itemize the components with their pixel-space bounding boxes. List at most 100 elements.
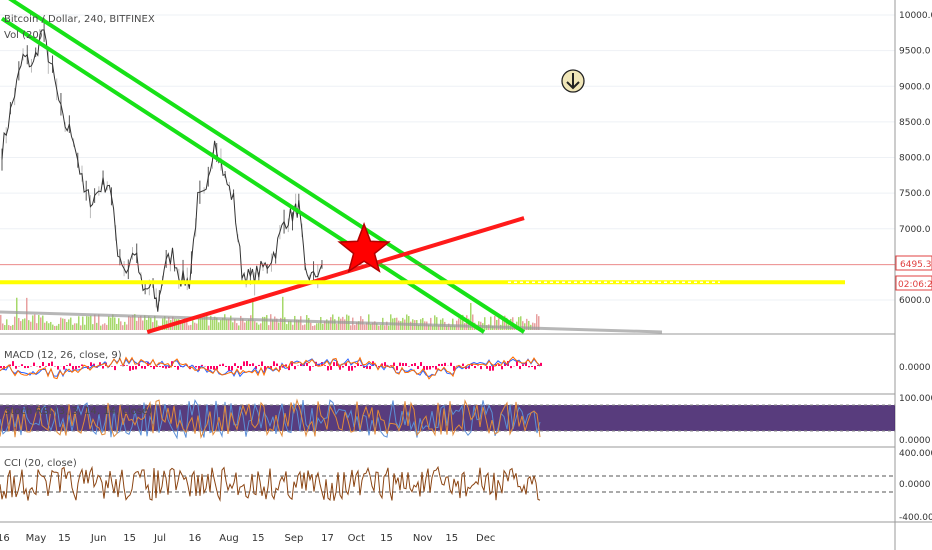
macd-histogram-bar bbox=[99, 362, 101, 366]
volume-bar bbox=[102, 324, 104, 330]
volume-bar bbox=[32, 315, 34, 330]
trendline-channel-lower[interactable] bbox=[0, 16, 486, 334]
macd-histogram-bar bbox=[366, 366, 368, 369]
volume-bar bbox=[212, 319, 214, 330]
volume-bar bbox=[268, 325, 270, 330]
volume-bar bbox=[328, 321, 330, 330]
macd-histogram-bar bbox=[312, 366, 314, 367]
down-arrow-circle-icon[interactable] bbox=[561, 69, 585, 93]
macd-histogram-bar bbox=[432, 366, 434, 368]
macd-histogram-bar bbox=[15, 366, 17, 369]
volume-bar bbox=[518, 317, 520, 330]
volume-bar bbox=[186, 321, 188, 330]
volume-bar bbox=[454, 325, 456, 330]
macd-histogram-bar bbox=[66, 365, 68, 366]
volume-bar bbox=[386, 321, 388, 330]
volume-bar bbox=[50, 321, 52, 330]
macd-histogram-bar bbox=[411, 364, 413, 366]
macd-histogram-bar bbox=[195, 366, 197, 368]
macd-histogram-bar bbox=[63, 366, 65, 370]
cci-axis-minus-400: -400.0000 bbox=[899, 513, 932, 523]
volume-bar bbox=[484, 317, 486, 330]
macd-histogram-bar bbox=[435, 366, 437, 370]
volume-bar bbox=[222, 317, 224, 330]
volume-bar bbox=[84, 324, 86, 330]
macd-histogram-bar bbox=[426, 366, 428, 370]
price-axis[interactable]: 10000.0 9500.0 9000.0 8500.0 8000.0 7500.0 700… bbox=[899, 11, 932, 306]
macd-histogram-bar bbox=[369, 366, 371, 370]
volume-bar bbox=[228, 319, 230, 330]
macd-histogram-bar bbox=[360, 364, 362, 366]
volume-bar bbox=[538, 316, 540, 330]
trendline-channel-upper[interactable] bbox=[2, 0, 526, 334]
volume-bar bbox=[78, 316, 80, 330]
macd-histogram-bar bbox=[276, 363, 278, 366]
volume-bar bbox=[298, 319, 300, 330]
date-tick-label: Nov bbox=[413, 533, 433, 544]
volume-bar bbox=[292, 324, 294, 330]
volume-bar bbox=[100, 325, 102, 330]
volume-label: Vol (20) bbox=[4, 30, 43, 41]
volume-bar bbox=[56, 325, 58, 330]
volume-bar bbox=[288, 320, 290, 330]
macd-histogram-bar bbox=[24, 366, 26, 369]
macd-histogram-bar bbox=[33, 362, 35, 366]
volume-bar bbox=[252, 298, 254, 330]
price-tick-label: 9000.0 bbox=[899, 82, 931, 92]
macd-histogram-bar bbox=[162, 366, 164, 368]
macd-histogram-bar bbox=[198, 366, 200, 371]
volume-bar bbox=[494, 315, 496, 330]
date-tick-label: Aug bbox=[219, 533, 239, 544]
date-axis[interactable]: 16 May 15 Jun 15 Jul 16 Aug 15 Sep 17 Oct 15 Nov 15 Dec bbox=[0, 533, 495, 544]
macd-histogram-bar bbox=[492, 366, 494, 371]
volume-bar bbox=[208, 325, 210, 330]
volume-bar bbox=[52, 324, 54, 330]
macd-histogram-bar bbox=[93, 363, 95, 366]
volume-bar bbox=[362, 319, 364, 330]
volume-bar bbox=[210, 315, 212, 330]
volume-bar bbox=[36, 323, 38, 330]
macd-histogram-bar bbox=[102, 366, 104, 369]
volume-bar bbox=[90, 315, 92, 330]
volume-bar bbox=[276, 318, 278, 330]
macd-histogram-bar bbox=[414, 363, 416, 366]
macd-histogram-bar bbox=[522, 364, 524, 366]
volume-bar bbox=[388, 325, 390, 330]
macd-histogram-bar bbox=[258, 364, 260, 366]
volume-bar bbox=[254, 321, 256, 330]
volume-bar bbox=[236, 323, 238, 330]
volume-bar bbox=[114, 317, 116, 330]
volume-bar bbox=[234, 319, 236, 330]
macd-histogram-bar bbox=[78, 366, 80, 368]
volume-bar bbox=[490, 316, 492, 330]
volume-bar bbox=[498, 318, 500, 330]
macd-axis-zero: 0.0000 bbox=[899, 363, 931, 373]
volume-bar bbox=[96, 322, 98, 330]
volume-bar bbox=[224, 314, 226, 330]
volume-bar bbox=[374, 321, 376, 330]
macd-histogram-bar bbox=[75, 366, 77, 370]
volume-bar bbox=[130, 316, 132, 330]
date-tick-label: May bbox=[26, 533, 47, 544]
volume-bar bbox=[88, 316, 90, 330]
volume-bar bbox=[48, 323, 50, 330]
macd-histogram-bar bbox=[294, 366, 296, 370]
macd-histogram-bar bbox=[249, 364, 251, 366]
date-tick-label: Dec bbox=[476, 533, 495, 544]
date-tick-label: 15 bbox=[58, 533, 71, 544]
volume-bar bbox=[220, 319, 222, 330]
macd-histogram-bar bbox=[90, 362, 92, 366]
volume-bar bbox=[470, 302, 472, 330]
macd-histogram-bar bbox=[450, 362, 452, 366]
volume-bar bbox=[406, 314, 408, 330]
red-star-shape[interactable] bbox=[337, 222, 391, 273]
macd-histogram-bar bbox=[141, 366, 143, 369]
stoch-series-group bbox=[0, 398, 541, 440]
macd-line bbox=[0, 357, 541, 378]
macd-histogram-bar bbox=[444, 362, 446, 366]
volume-bar bbox=[86, 316, 88, 330]
trendline-red-trend[interactable] bbox=[146, 216, 525, 334]
macd-histogram-bar bbox=[213, 366, 215, 370]
macd-histogram-bar bbox=[333, 362, 335, 366]
